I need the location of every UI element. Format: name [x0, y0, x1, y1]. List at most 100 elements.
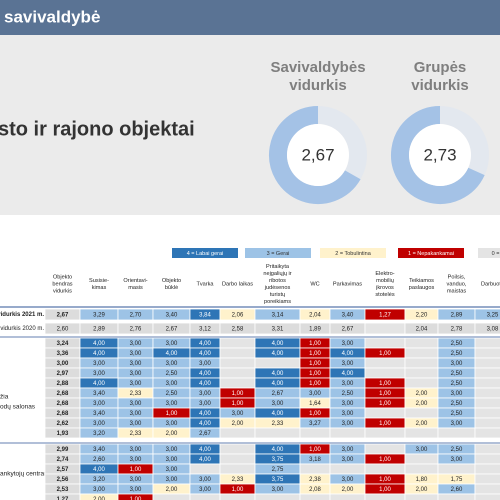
cell	[474, 337, 500, 349]
cell-value: 2,74	[57, 457, 69, 463]
cell-value: 3,00	[93, 371, 105, 377]
page-title: savivaldybė	[4, 7, 100, 26]
cell-value: 1,00	[130, 467, 142, 473]
cell-value: 2,89	[93, 327, 105, 333]
cell	[219, 493, 256, 500]
cell	[189, 463, 221, 475]
cell-value: 1,00	[379, 401, 391, 407]
column-header: mobilių	[376, 278, 394, 284]
cell-value: 3,24	[57, 341, 69, 347]
cell	[219, 443, 256, 455]
legend-label: 0 = Nevertintina	[492, 251, 500, 257]
average-label: vidurkis	[411, 77, 469, 94]
cell-value: 2,38	[309, 477, 321, 483]
cell-value: 2,53	[57, 487, 69, 493]
cell-value: 3,00	[342, 421, 354, 427]
cell-value: 2,67	[57, 313, 69, 319]
cell-value: 2,67	[199, 431, 211, 437]
cell-value: 3,12	[199, 327, 211, 333]
cell-value: 3,00	[199, 361, 211, 367]
cell-value: 2,08	[309, 487, 321, 493]
column-header: Poilsis,	[448, 274, 466, 280]
cell-value: 2,50	[166, 391, 178, 397]
cell-value: 2,00	[232, 421, 244, 427]
column-header: Tvarka	[196, 281, 214, 287]
cell-value: 3,00	[130, 361, 142, 367]
average-value: 2,67	[301, 145, 334, 164]
cell-value: 1,00	[232, 487, 244, 493]
cell-value: 3,40	[93, 411, 105, 417]
cell	[404, 427, 439, 439]
cell-value: 3,00	[166, 457, 178, 463]
cell	[404, 493, 439, 500]
legend-label: 2 = Tobulintina	[335, 251, 371, 257]
cell-value: 3,00	[130, 477, 142, 483]
cell-value: 2,68	[57, 401, 69, 407]
cell-value: 2,33	[272, 421, 284, 427]
cell-value: 2,33	[232, 477, 244, 483]
column-header: ribotos	[269, 278, 286, 284]
cell-value: 2,20	[416, 313, 428, 319]
legend-swatch	[320, 248, 386, 258]
cell	[329, 463, 366, 475]
cell-value: 3,00	[166, 381, 178, 387]
cell-value: 3,00	[416, 447, 428, 453]
cell-value: 3,00	[166, 477, 178, 483]
cell	[474, 417, 500, 429]
legend-label: 3 = Gerai	[267, 251, 290, 257]
cell-value: 1,00	[232, 401, 244, 407]
donut-arc	[269, 106, 361, 204]
group-label: ankytojų centras	[0, 471, 48, 478]
cell	[474, 397, 500, 409]
cell-value: 3,40	[93, 391, 105, 397]
column-header: Susisie-	[89, 278, 109, 284]
cell-value: 1,27	[379, 313, 391, 319]
cell	[404, 357, 439, 369]
cell-value: 3,00	[166, 447, 178, 453]
cell-value: 1,00	[379, 391, 391, 397]
cell-value: 3,40	[93, 447, 105, 453]
cell	[364, 463, 406, 475]
cell-value: 1,00	[379, 421, 391, 427]
cell-value: 1,00	[379, 487, 391, 493]
cell-value: 2,33	[130, 431, 142, 437]
cell-value: 3,00	[130, 411, 142, 417]
average-value: 2,73	[423, 145, 456, 164]
cell	[474, 357, 500, 369]
column-header: stotelės	[375, 292, 394, 298]
cell	[219, 453, 256, 465]
cell-value: 3,00	[93, 361, 105, 367]
column-header: būklė	[165, 285, 178, 291]
cell-value: 2,33	[130, 391, 142, 397]
cell-value: 4,00	[272, 411, 284, 417]
column-header: Teikiamos	[409, 278, 434, 284]
cell-value: 3,00	[166, 467, 178, 473]
cell-value: 4,00	[342, 351, 354, 357]
column-header: Elektro-	[375, 271, 394, 277]
column-header: įkrovos	[376, 285, 394, 291]
cell-value: 4,00	[272, 341, 284, 347]
cell	[437, 493, 476, 500]
cell-value: 1,00	[166, 411, 178, 417]
column-header: neįgaliųjų ir	[263, 271, 291, 277]
cell-value: 4,00	[93, 467, 105, 473]
cell-value: 2,75	[272, 467, 284, 473]
cell-value: 2,67	[272, 391, 284, 397]
cell-value: 2,00	[416, 401, 428, 407]
cell	[404, 337, 439, 349]
cell-value: 2,00	[416, 487, 428, 493]
column-header: Orientavi-	[123, 278, 147, 284]
cell-value: 3,00	[130, 341, 142, 347]
cell-value: 2,50	[451, 341, 463, 347]
cell-value: 4,00	[93, 381, 105, 387]
cell-value: 4,00	[199, 381, 211, 387]
cell-value: 2,68	[57, 391, 69, 397]
cell-value: 3,00	[199, 391, 211, 397]
cell-value: 3,00	[451, 421, 463, 427]
cell-value: 2,50	[451, 447, 463, 453]
cell	[474, 387, 500, 399]
cell	[219, 367, 256, 379]
cell-value: 3,00	[342, 411, 354, 417]
cell	[364, 337, 406, 349]
